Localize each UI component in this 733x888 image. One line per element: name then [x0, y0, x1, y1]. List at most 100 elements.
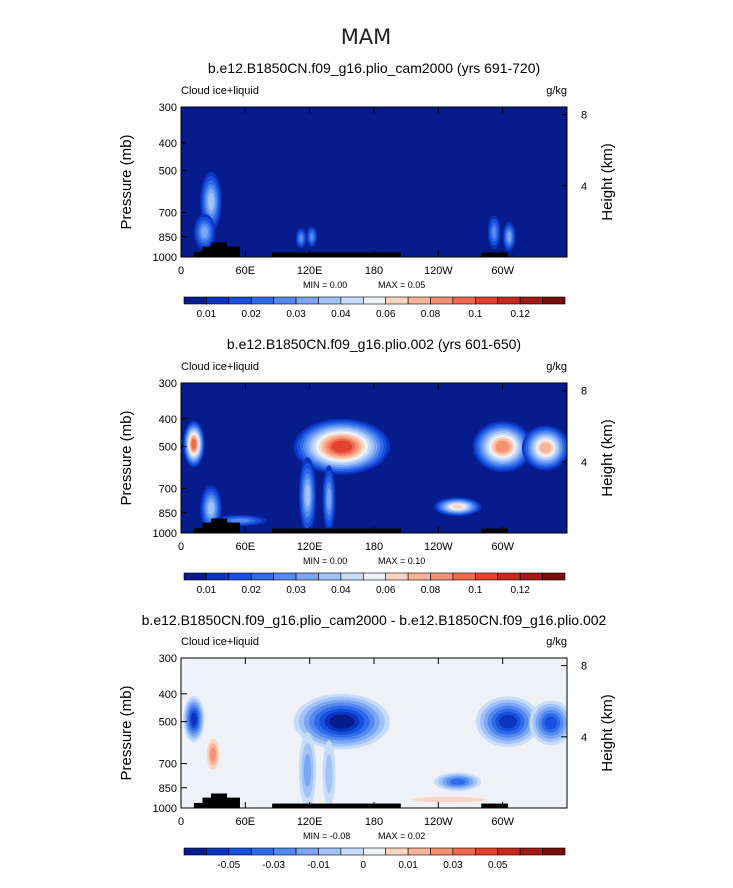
colorbar-box	[430, 572, 454, 581]
stats-min: MIN = 0.00	[303, 556, 347, 566]
contour-fill	[507, 232, 512, 242]
colorbar-label: 0.03	[286, 585, 306, 596]
x-tick-label: 120E	[297, 541, 323, 553]
colorbar-label: 0.04	[331, 585, 351, 596]
x-tick-label: 180	[365, 816, 383, 828]
colorbar-label: 0.06	[376, 585, 396, 596]
stats-max: MAX = 0.02	[378, 831, 425, 841]
colorbar-box	[183, 296, 207, 305]
colorbar-label: 0.02	[242, 585, 262, 596]
height-tick-label: 8	[581, 110, 587, 122]
x-tick-label: 60W	[491, 816, 514, 828]
x-tick-label: 120E	[297, 816, 323, 828]
contour-fill	[325, 754, 333, 794]
colorbar-box	[295, 572, 319, 581]
colorbar-box	[362, 296, 387, 305]
contour-fill	[495, 440, 510, 453]
panel-title: b.e12.B1850CN.f09_g16.plio.002 (yrs 601-…	[227, 336, 521, 352]
y-axis-label: Pressure (mb)	[118, 134, 135, 229]
stats-min: MIN = -0.08	[303, 831, 350, 841]
height-axis-label: Height (km)	[599, 419, 616, 497]
colorbar-box	[183, 847, 207, 856]
contour-fill	[190, 712, 197, 726]
units-label: g/kg	[546, 361, 567, 373]
contour-fill	[499, 714, 517, 729]
colorbar-box	[318, 572, 342, 581]
colorbar-label: 0	[361, 860, 367, 871]
y-tick-label: 700	[159, 484, 177, 496]
colorbar-label: 0.02	[242, 309, 262, 320]
panel-title: b.e12.B1850CN.f09_g16.plio_cam2000 - b.e…	[142, 612, 607, 628]
y-tick-label: 500	[159, 442, 177, 454]
contour-field	[181, 658, 567, 808]
colorbar-box	[273, 296, 297, 305]
colorbar-box	[542, 847, 566, 856]
x-tick-label: 0	[178, 265, 184, 277]
panel-1: b.e12.B1850CN.f09_g16.plio_cam2000 (yrs …	[118, 60, 616, 320]
height-axis-label: Height (km)	[599, 143, 616, 221]
colorbar-box	[452, 572, 476, 581]
x-tick-label: 60E	[236, 816, 256, 828]
colorbar-box	[407, 572, 431, 581]
colorbar-box	[430, 296, 454, 305]
x-tick-label: 120E	[297, 265, 323, 277]
y-tick-label: 300	[159, 653, 177, 665]
colorbar-label: -0.01	[307, 860, 330, 871]
colorbar-box	[228, 296, 252, 305]
contour-fill	[491, 226, 497, 239]
field-label: Cloud ice+liquid	[181, 361, 259, 373]
y-tick-label: 850	[159, 783, 177, 795]
contour-fill	[230, 518, 250, 523]
height-axis-label: Height (km)	[599, 694, 616, 772]
colorbar: -0.05 -0.03 -0.01 0 0.01 0.03 0.05	[183, 847, 566, 871]
x-tick-label: 60W	[491, 541, 514, 553]
contour-fill	[540, 442, 552, 454]
panel-3: b.e12.B1850CN.f09_g16.plio_cam2000 - b.e…	[118, 612, 616, 871]
orography	[481, 252, 509, 257]
height-tick-label: 8	[581, 386, 587, 398]
colorbar-label: 0.1	[468, 585, 482, 596]
units-label: g/kg	[546, 636, 567, 648]
colorbar-box	[273, 847, 297, 856]
colorbar-box	[273, 572, 297, 581]
colorbar-box	[475, 296, 499, 305]
field-background	[181, 107, 567, 257]
contour-fill	[201, 226, 209, 239]
colorbar-label: 0.01	[398, 860, 418, 871]
colorbar-box	[497, 572, 521, 581]
orography	[218, 251, 232, 257]
colorbar-box	[519, 572, 543, 581]
orography	[272, 252, 401, 257]
y-tick-label: 1000	[153, 252, 177, 264]
stats-max: MAX = 0.05	[378, 280, 425, 290]
orography	[272, 803, 401, 808]
colorbar-box	[362, 847, 387, 856]
y-tick-label: 1000	[153, 803, 177, 815]
contour-fill	[309, 233, 314, 241]
x-tick-label: 120W	[424, 816, 453, 828]
x-tick-label: 0	[178, 541, 184, 553]
figure-title: MAM	[341, 25, 392, 49]
colorbar-label: 0.08	[421, 585, 441, 596]
colorbar-label: 0.01	[197, 309, 217, 320]
colorbar-label: 0.06	[376, 309, 396, 320]
height-tick-label: 8	[581, 661, 587, 673]
y-tick-label: 300	[159, 378, 177, 390]
x-tick-label: 120W	[424, 541, 453, 553]
colorbar-box	[340, 296, 364, 305]
height-tick-label: 4	[581, 457, 587, 469]
y-axis-label: Pressure (mb)	[118, 410, 135, 505]
colorbar-box	[362, 572, 387, 581]
colorbar-label: 0.12	[510, 309, 530, 320]
colorbar-box	[542, 296, 566, 305]
colorbar-box	[183, 572, 207, 581]
contour-fill	[191, 439, 197, 450]
contour-fill	[299, 234, 304, 242]
contour-fill	[210, 747, 216, 762]
colorbar-box	[475, 847, 499, 856]
orography	[481, 528, 509, 533]
colorbar-box	[295, 296, 319, 305]
colorbar-box	[250, 296, 274, 305]
colorbar-box	[497, 296, 521, 305]
orography	[481, 803, 509, 808]
